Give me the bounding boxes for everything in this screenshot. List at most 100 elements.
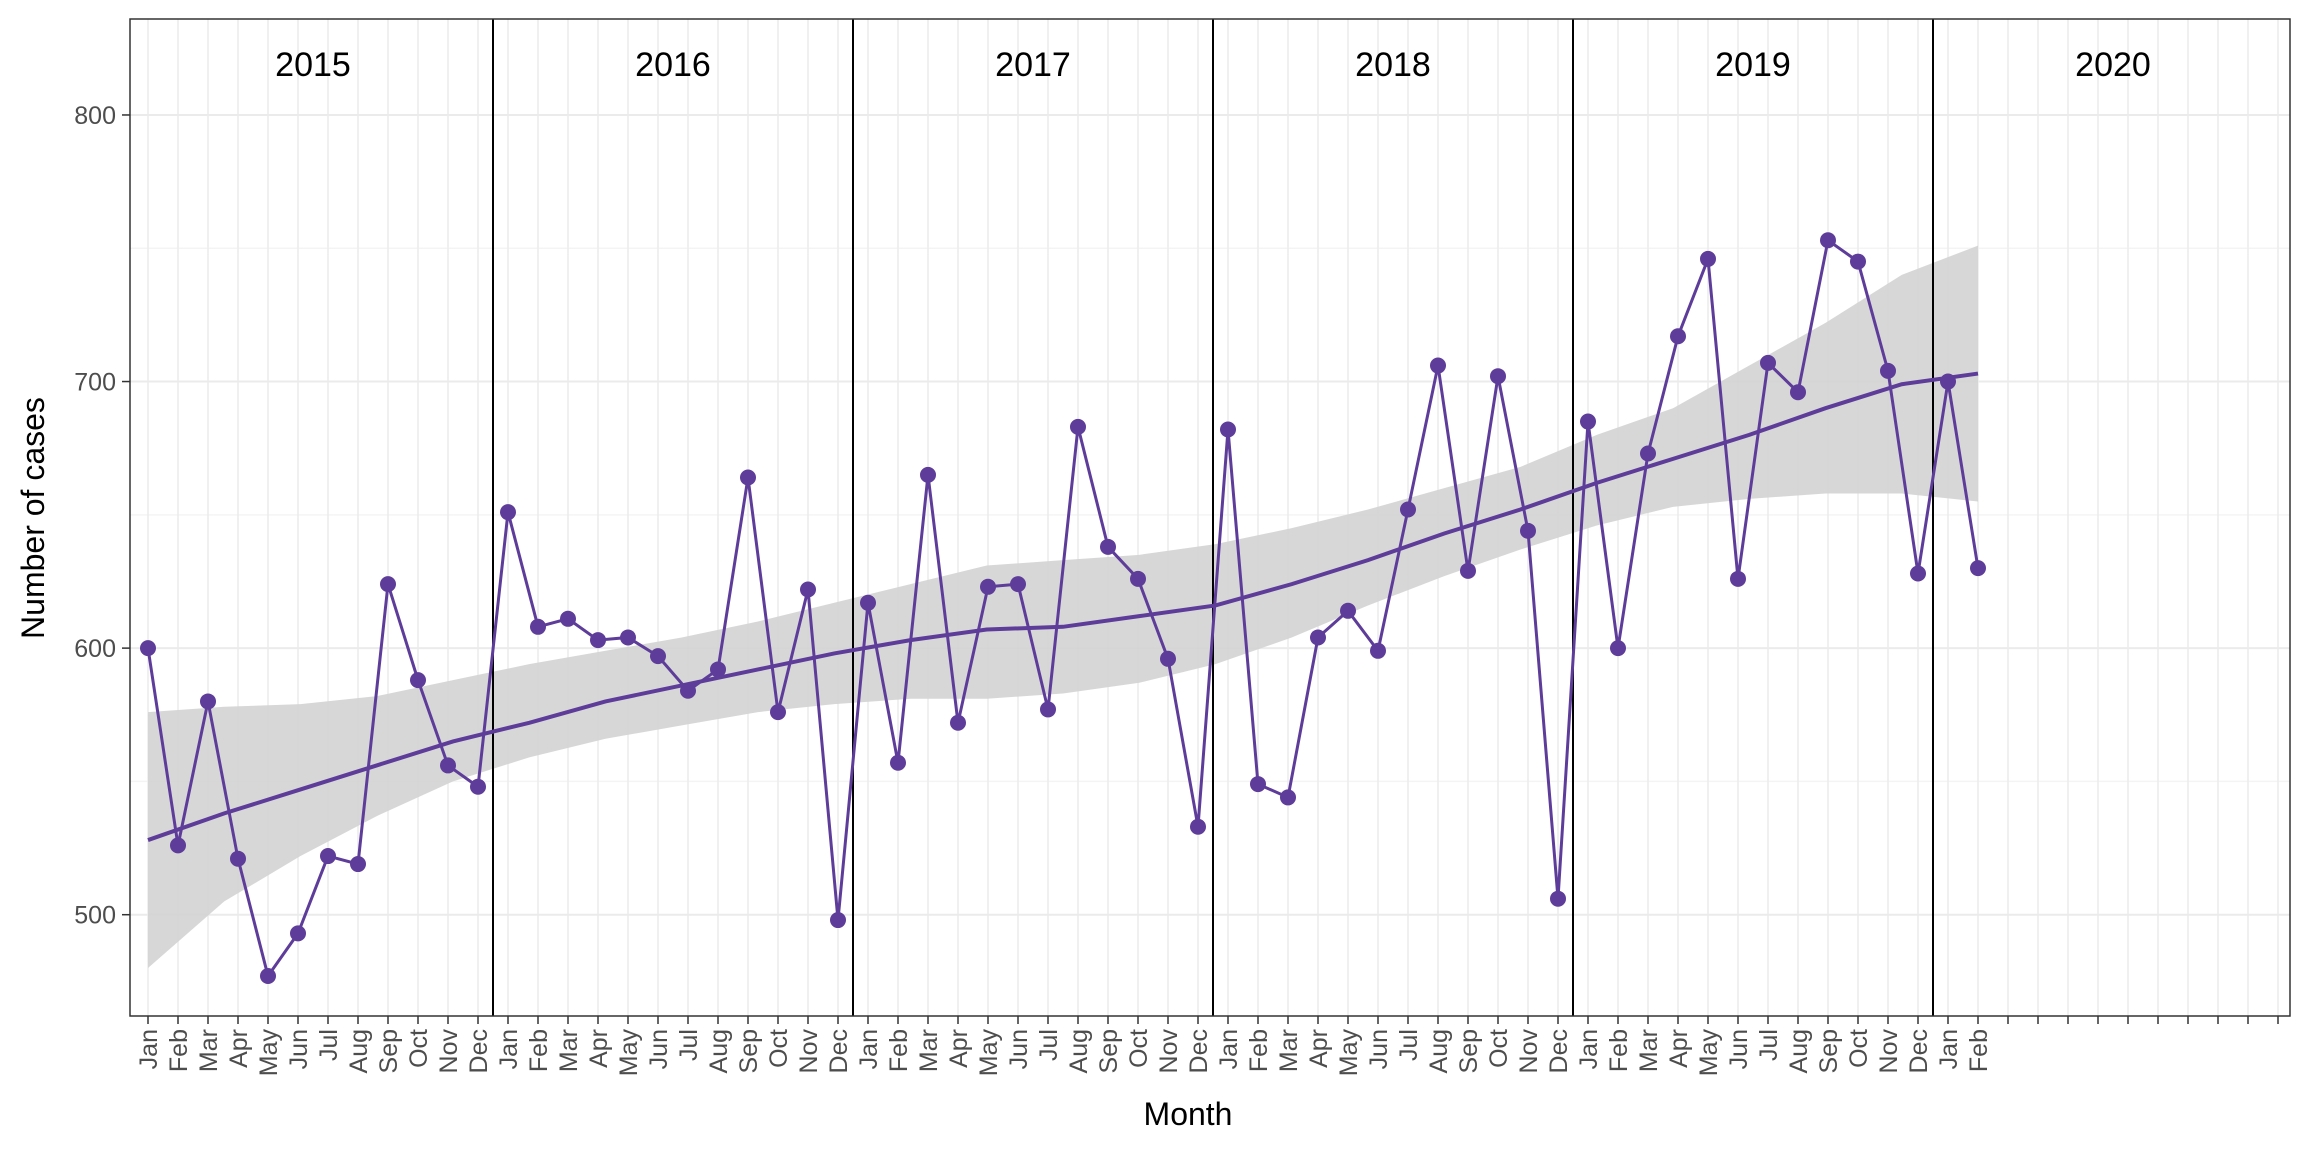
data-point bbox=[890, 754, 906, 771]
data-point bbox=[1940, 373, 1956, 390]
data-point bbox=[1130, 570, 1146, 587]
x-tick-label: Feb bbox=[1965, 1029, 1993, 1072]
data-point bbox=[1160, 650, 1176, 667]
data-point bbox=[260, 968, 276, 985]
x-tick-label: Nov bbox=[795, 1029, 823, 1074]
data-point bbox=[1010, 576, 1026, 593]
data-point bbox=[680, 682, 696, 699]
data-point bbox=[200, 693, 216, 710]
x-tick-label: Nov bbox=[1515, 1029, 1543, 1074]
data-point bbox=[650, 648, 666, 665]
x-tick-label: Jul bbox=[1035, 1029, 1063, 1061]
data-point bbox=[980, 578, 996, 595]
data-point bbox=[1730, 570, 1746, 587]
x-tick-label: Dec bbox=[1905, 1029, 1933, 1073]
x-tick-label: May bbox=[255, 1029, 283, 1077]
y-tick-label: 600 bbox=[74, 635, 116, 663]
data-point bbox=[1460, 562, 1476, 579]
data-point bbox=[1490, 368, 1506, 385]
data-point bbox=[1040, 701, 1056, 718]
data-point bbox=[1430, 357, 1446, 374]
x-tick-label: Feb bbox=[165, 1029, 193, 1072]
data-point bbox=[140, 640, 156, 657]
x-tick-label: Apr bbox=[945, 1029, 973, 1068]
data-point bbox=[1850, 253, 1866, 270]
data-point bbox=[230, 850, 246, 867]
data-point bbox=[1190, 818, 1206, 835]
data-point bbox=[1580, 413, 1596, 430]
data-point bbox=[1550, 890, 1566, 907]
x-tick-label: Feb bbox=[1245, 1029, 1273, 1072]
x-tick-label: Jul bbox=[675, 1029, 703, 1061]
data-point bbox=[290, 925, 306, 942]
data-point bbox=[1400, 501, 1416, 518]
x-tick-label: Sep bbox=[1095, 1029, 1123, 1073]
data-point bbox=[710, 661, 726, 678]
x-tick-label: Oct bbox=[1845, 1029, 1873, 1068]
data-point bbox=[170, 837, 186, 854]
x-tick-label: Oct bbox=[765, 1029, 793, 1068]
data-point bbox=[1790, 384, 1806, 401]
data-point bbox=[1520, 522, 1536, 539]
data-point bbox=[500, 504, 516, 521]
x-tick-label: May bbox=[975, 1029, 1003, 1077]
data-point bbox=[1880, 362, 1896, 379]
x-tick-label: Apr bbox=[585, 1029, 613, 1068]
grid-minor bbox=[130, 19, 2290, 1016]
year-label: 2016 bbox=[635, 46, 711, 84]
data-point bbox=[1370, 642, 1386, 659]
data-point bbox=[920, 466, 936, 483]
data-point bbox=[1310, 629, 1326, 646]
x-tick-label: Jan bbox=[1575, 1029, 1603, 1069]
x-tick-label: Jan bbox=[855, 1029, 883, 1069]
data-point bbox=[1700, 250, 1716, 267]
year-label: 2015 bbox=[275, 46, 351, 84]
x-tick-label: Jan bbox=[1215, 1029, 1243, 1069]
x-tick-label: Jan bbox=[495, 1029, 523, 1069]
data-point bbox=[770, 704, 786, 721]
data-point bbox=[530, 618, 546, 635]
x-tick-label: Feb bbox=[525, 1029, 553, 1072]
trend-line bbox=[147, 371, 1979, 842]
data-point bbox=[1070, 418, 1086, 435]
data-point bbox=[1340, 602, 1356, 619]
x-tick-label: Nov bbox=[1155, 1029, 1183, 1074]
x-tick-label: Mar bbox=[915, 1029, 943, 1072]
year-label: 2019 bbox=[1715, 46, 1791, 84]
x-tick-label: Jun bbox=[1005, 1029, 1033, 1069]
x-tick-label: Feb bbox=[1605, 1029, 1633, 1072]
y-axis-title: Number of cases bbox=[15, 397, 51, 639]
data-point bbox=[1970, 560, 1986, 577]
x-tick-label: Jul bbox=[1755, 1029, 1783, 1061]
y-tick-label: 800 bbox=[74, 102, 116, 130]
x-tick-label: Jul bbox=[315, 1029, 343, 1061]
x-axis: Jan Feb Mar Apr May Jun Jul Aug Sep Oct Nov Dec Jan F… bbox=[135, 1016, 2279, 1077]
x-tick-label: Apr bbox=[1665, 1029, 1693, 1068]
x-tick-label: Jan bbox=[1935, 1029, 1963, 1069]
x-tick-label: Jul bbox=[1395, 1029, 1423, 1061]
x-tick-label: Mar bbox=[1275, 1029, 1303, 1072]
x-tick-label: May bbox=[615, 1029, 643, 1077]
year-label: 2020 bbox=[2075, 46, 2151, 84]
x-tick-label: Jan bbox=[135, 1029, 163, 1069]
x-tick-label: Aug bbox=[705, 1029, 733, 1073]
x-tick-label: Jun bbox=[1725, 1029, 1753, 1069]
data-point bbox=[1670, 328, 1686, 345]
x-tick-label: Jun bbox=[285, 1029, 313, 1069]
y-tick-label: 700 bbox=[74, 369, 116, 397]
data-point bbox=[470, 778, 486, 795]
plot-panel-border bbox=[129, 18, 2291, 1017]
x-tick-label: Mar bbox=[1635, 1029, 1663, 1072]
data-point bbox=[620, 629, 636, 646]
x-tick-label: Sep bbox=[1455, 1029, 1483, 1073]
data-point bbox=[800, 581, 816, 598]
data-point bbox=[1610, 640, 1626, 657]
data-point bbox=[320, 848, 336, 865]
x-tick-label: Nov bbox=[1875, 1029, 1903, 1074]
confidence-band bbox=[148, 245, 1978, 969]
data-point bbox=[590, 632, 606, 649]
x-tick-label: Aug bbox=[1785, 1029, 1813, 1073]
x-tick-label: Sep bbox=[1815, 1029, 1843, 1073]
x-tick-label: Dec bbox=[1185, 1029, 1213, 1073]
